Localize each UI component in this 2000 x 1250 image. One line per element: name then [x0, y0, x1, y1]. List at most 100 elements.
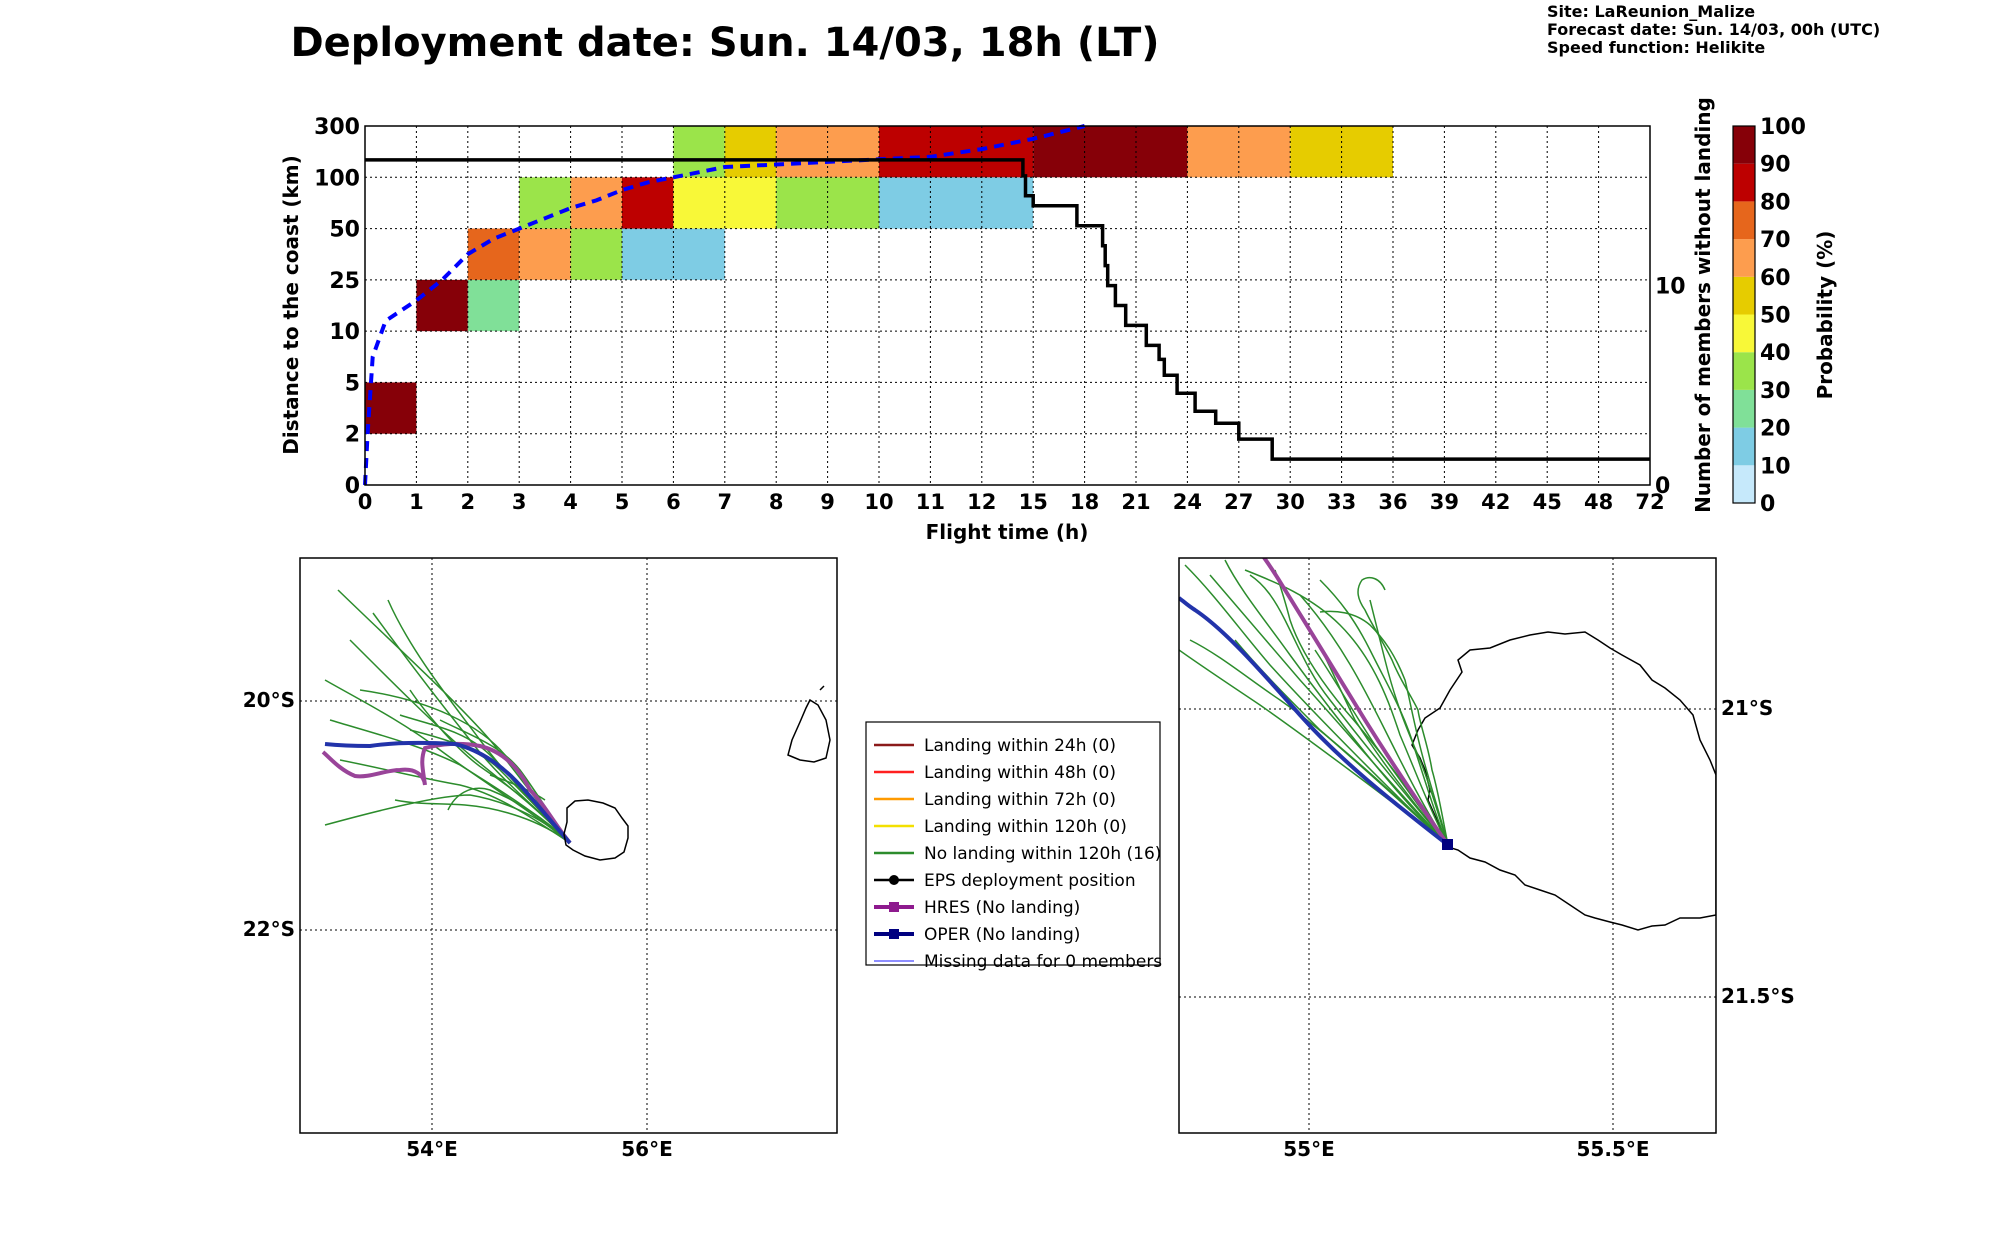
x-tick-label: 11	[916, 490, 945, 514]
colorbar-segment	[1733, 239, 1755, 277]
hres-trajectory	[321, 741, 572, 845]
heatmap-cell	[1033, 126, 1188, 178]
zoom-lon-label-55: 55°E	[1283, 1137, 1335, 1161]
colorbar-tick-label: 10	[1760, 454, 1791, 479]
heatmap-cell	[519, 228, 571, 280]
legend-label: Landing within 24h (0)	[924, 736, 1116, 756]
colorbar-segment	[1733, 427, 1755, 466]
x-tick-label: 7	[717, 490, 732, 514]
y-tick-label: 0	[345, 474, 360, 499]
members-without-landing-line	[365, 158, 1650, 461]
heatmap-cells	[365, 126, 1393, 434]
colorbar-segment	[1733, 352, 1755, 390]
x-tick-label: 18	[1070, 490, 1099, 514]
y-tick-label: 100	[314, 166, 360, 191]
zoom-map-frame	[1178, 557, 1717, 1134]
speed-function-label: Speed function: Helikite	[1547, 38, 1765, 57]
x-tick-label: 12	[967, 490, 996, 514]
legend-marker	[889, 929, 899, 939]
legend-label: No landing within 120h (16)	[924, 844, 1161, 864]
colorbar-tick-label: 30	[1760, 379, 1791, 404]
trajectory	[339, 759, 571, 844]
x-tick-label: 8	[769, 490, 784, 514]
y-tick-label: 300	[314, 115, 360, 140]
x-tick-label: 0	[358, 490, 373, 514]
x-axis-label: Flight time (h)	[926, 520, 1089, 544]
y-tick-label: 5	[345, 371, 360, 396]
colorbar-tick-label: 50	[1760, 304, 1791, 329]
colorbar-tick-label: 60	[1760, 266, 1791, 291]
x-tick-label: 1	[409, 490, 424, 514]
x-tick-labels: 0 1 2 3 4 5 6 7 8 9 10 11 12 15 18 21 24 27 30 33 36 39 42 45 48…	[358, 490, 1665, 514]
y-tick-label: 25	[329, 269, 360, 294]
zoom-trajectory	[1244, 569, 1449, 846]
heatmap-cell	[416, 279, 468, 332]
legend-label: Landing within 48h (0)	[924, 763, 1116, 783]
heatmap-cell	[467, 279, 520, 332]
x-tick-label: 4	[563, 490, 578, 514]
forecast-date-label: Forecast date: Sun. 14/03, 00h (UTC)	[1547, 20, 1880, 39]
figure-title: Deployment date: Sun. 14/03, 18h (LT)	[290, 20, 1159, 66]
x-tick-label: 15	[1019, 490, 1048, 514]
heatmap-cell	[673, 126, 725, 178]
zoom-trajectory	[1357, 577, 1449, 846]
legend-label: Landing within 72h (0)	[924, 790, 1116, 810]
y-axis-label: Distance to the coast (km)	[279, 155, 303, 455]
heatmap-cell	[519, 177, 571, 229]
x-tick-label: 39	[1430, 490, 1459, 514]
colorbar-frame	[1732, 125, 1756, 504]
colorbar-tick-label: 90	[1760, 153, 1791, 178]
legend-box	[865, 721, 1161, 966]
colorbar-tick-label: 80	[1760, 190, 1791, 215]
regional-map: 54°E 56°E 20°S 22°S	[243, 557, 838, 1161]
legend-label: OPER (No landing)	[924, 925, 1080, 945]
x-tick-label: 24	[1173, 490, 1202, 514]
legend-label: Landing within 120h (0)	[924, 817, 1127, 837]
map-lat-label-22: 22°S	[243, 917, 295, 941]
x-tick-label: 5	[615, 490, 630, 514]
x-tick-label: 21	[1121, 490, 1150, 514]
x-tick-label: 6	[666, 490, 681, 514]
x-tick-label: 48	[1584, 490, 1613, 514]
colorbar-tick-label: 40	[1760, 341, 1791, 366]
x-tick-label: 9	[820, 490, 835, 514]
site-label: Site: LaReunion_Malize	[1547, 2, 1755, 21]
colorbar-tick-label: 70	[1760, 228, 1791, 253]
x-tick-label: 36	[1378, 490, 1407, 514]
x-tick-label: 3	[512, 490, 527, 514]
heatmap-cell	[622, 177, 674, 229]
zoom-oper-trajectory	[1179, 596, 1450, 847]
heatmap-cell	[365, 382, 417, 434]
map-lat-label-20: 20°S	[243, 688, 295, 712]
map-lon-label-54: 54°E	[406, 1137, 458, 1161]
colorbar-segment	[1733, 126, 1755, 164]
colorbar-segment	[1733, 389, 1755, 428]
zoom-trajectory	[1299, 594, 1449, 846]
distance-heatmap-chart: 0 1 2 3 4 5 6 7 8 9 10 11 12 15 18 21 24 27 30 33 36 39 42 45 48…	[279, 97, 1715, 544]
y-tick-label: 2	[345, 423, 360, 448]
legend-label: EPS deployment position	[924, 871, 1136, 891]
islet-outline	[819, 685, 825, 691]
grid-lines	[365, 126, 1650, 485]
x-tick-label: 2	[460, 490, 475, 514]
y2-tick-label: 0	[1655, 474, 1670, 499]
x-tick-label: 10	[864, 490, 893, 514]
x-tick-label: 42	[1481, 490, 1510, 514]
heatmap-cell	[879, 126, 1034, 178]
legend-label: Missing data for 0 members	[924, 952, 1162, 972]
legend-marker	[889, 902, 899, 912]
y2-axis-label: Number of members without landing	[1691, 97, 1715, 513]
zoom-ensemble-trajectories	[1179, 559, 1449, 846]
zoom-lon-label-555: 55.5°E	[1576, 1137, 1649, 1161]
heatmap-cell	[467, 228, 520, 280]
colorbar-segment	[1733, 276, 1755, 315]
oper-trajectory	[324, 740, 572, 845]
trajectory-legend: Landing within 24h (0) Landing within 48h…	[865, 721, 1162, 972]
plot-frame	[364, 125, 1651, 486]
ensemble-trajectories	[324, 589, 571, 844]
heatmap-cell	[570, 177, 622, 229]
x-tick-label: 30	[1276, 490, 1305, 514]
trajectory	[324, 679, 571, 844]
y2-tick-label: 10	[1655, 275, 1686, 300]
